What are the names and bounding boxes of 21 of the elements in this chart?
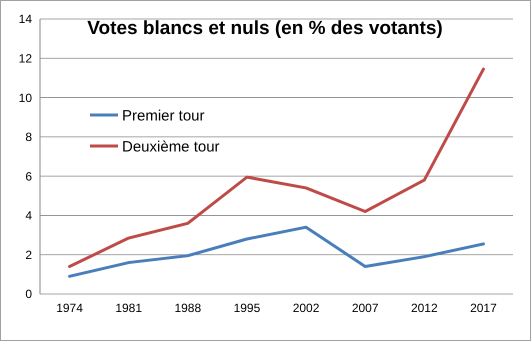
x-tick-label: 2002 bbox=[292, 301, 320, 315]
x-tick-label: 2017 bbox=[470, 301, 498, 315]
y-tick-label: 0 bbox=[25, 287, 32, 302]
y-tick-label: 2 bbox=[25, 248, 32, 262]
x-tick-label: 1995 bbox=[234, 301, 261, 315]
legend-label: Premier tour bbox=[122, 107, 205, 124]
x-tick-label: 2007 bbox=[352, 301, 379, 315]
x-tick-label: 1974 bbox=[56, 301, 84, 315]
line-series bbox=[68, 226, 485, 278]
y-tick-label: 4 bbox=[25, 208, 32, 223]
y-tick-label: 8 bbox=[25, 130, 32, 144]
line-series bbox=[68, 68, 485, 268]
y-tick-label: 12 bbox=[18, 51, 32, 66]
x-tick-label: 1981 bbox=[115, 301, 142, 315]
y-tick-label: 14 bbox=[18, 12, 32, 26]
x-tick-label: 1988 bbox=[174, 301, 202, 315]
x-tick-label: 2012 bbox=[410, 301, 438, 315]
y-tick-label: 6 bbox=[25, 169, 32, 184]
legend-label: Deuxième tour bbox=[122, 138, 220, 156]
y-tick-label: 10 bbox=[18, 90, 32, 105]
chart-title: Votes blancs et nuls (en % des votants) bbox=[87, 18, 443, 39]
